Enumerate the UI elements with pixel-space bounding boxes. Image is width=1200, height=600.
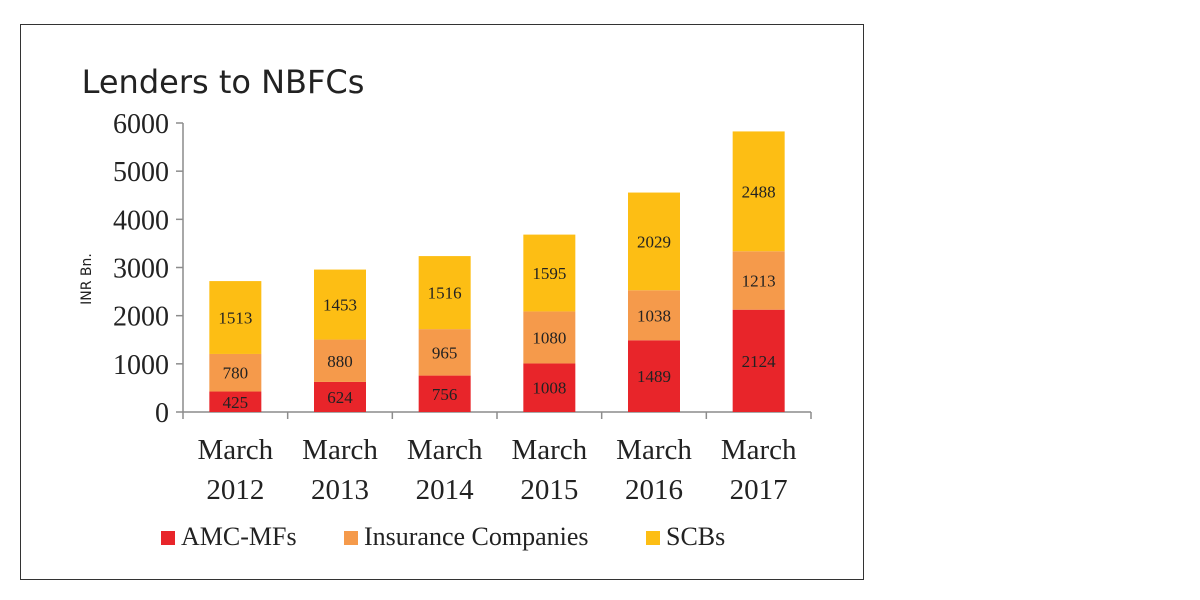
data-label: 2124 [742,352,777,371]
bar-scbs [523,234,576,312]
bar-insurance-companies [418,329,471,376]
legend-swatch [646,531,660,545]
data-label: 1595 [532,264,566,283]
data-label: 1038 [637,306,671,325]
bar-insurance-companies [209,353,262,392]
data-label: 756 [432,385,458,404]
x-tick-label: March [616,434,692,466]
legend: AMC-MFs Insurance Companies SCBs [161,522,725,551]
y-tick-label: 4000 [113,205,169,236]
bar-insurance-companies [314,339,366,382]
bar-scbs [209,281,262,354]
bar-insurance-companies [732,251,785,310]
data-label: 1513 [218,309,252,328]
bar-scbs [314,269,366,340]
y-tick-label: 1000 [113,350,169,381]
y-axis-label: INR Bn. [79,253,95,305]
bar-amc-mfs [418,375,471,412]
data-label: 425 [223,393,249,412]
x-tick-label: 2013 [311,474,369,506]
data-label: 1453 [323,296,357,315]
data-label: 624 [327,388,353,407]
legend-swatch [344,531,358,545]
legend-label: Insurance Companies [364,522,589,551]
bar-insurance-companies [523,311,576,364]
bar-amc-mfs [732,309,785,412]
legend-swatch [161,531,175,545]
legend-label: SCBs [666,522,725,551]
legend-label: AMC-MFs [181,522,297,551]
y-tick-label: 3000 [113,254,169,285]
bar-scbs [732,131,785,252]
data-label: 1489 [637,367,671,386]
bar-amc-mfs [314,381,366,412]
x-tick-label: 2014 [416,474,475,506]
data-label: 780 [223,364,249,383]
data-label: 1516 [428,284,462,303]
y-tick-label: 6000 [113,109,169,140]
data-label: 1213 [742,271,776,290]
bar-amc-mfs [209,391,262,412]
data-label: 2029 [637,232,671,251]
data-label: 1008 [532,379,566,398]
y-tick-label: 2000 [113,302,169,333]
y-tick-label: 5000 [113,157,169,188]
x-tick-label: 2016 [625,474,683,506]
stacked-bar-chart: Lenders to NBFCs INR Bn. 0 1000 2000 3000 40… [79,63,812,551]
chart-frame: Lenders to NBFCs INR Bn. 0 1000 2000 3000 40… [20,24,864,580]
x-tick-label: March [197,434,273,466]
chart-title: Lenders to NBFCs [82,63,365,101]
data-label: 2488 [742,182,776,201]
x-tick-label: March [407,434,483,466]
bar-insurance-companies [628,290,680,341]
bar-scbs [418,256,471,330]
plot-area: 0 1000 2000 3000 4000 5000 6000 425 780 1513 March… [113,109,812,506]
x-tick-label: 2015 [520,474,578,506]
data-label: 965 [432,343,458,362]
x-tick-label: March [721,434,797,466]
bar-amc-mfs [628,340,680,412]
data-label: 1080 [532,328,566,347]
x-tick-label: 2017 [730,474,788,506]
bar-amc-mfs [523,363,576,412]
y-tick-label: 0 [155,398,169,429]
data-label: 880 [327,352,353,371]
bar-scbs [628,192,680,291]
x-tick-label: March [302,434,378,466]
x-tick-label: 2012 [206,474,264,506]
x-tick-label: March [511,434,587,466]
